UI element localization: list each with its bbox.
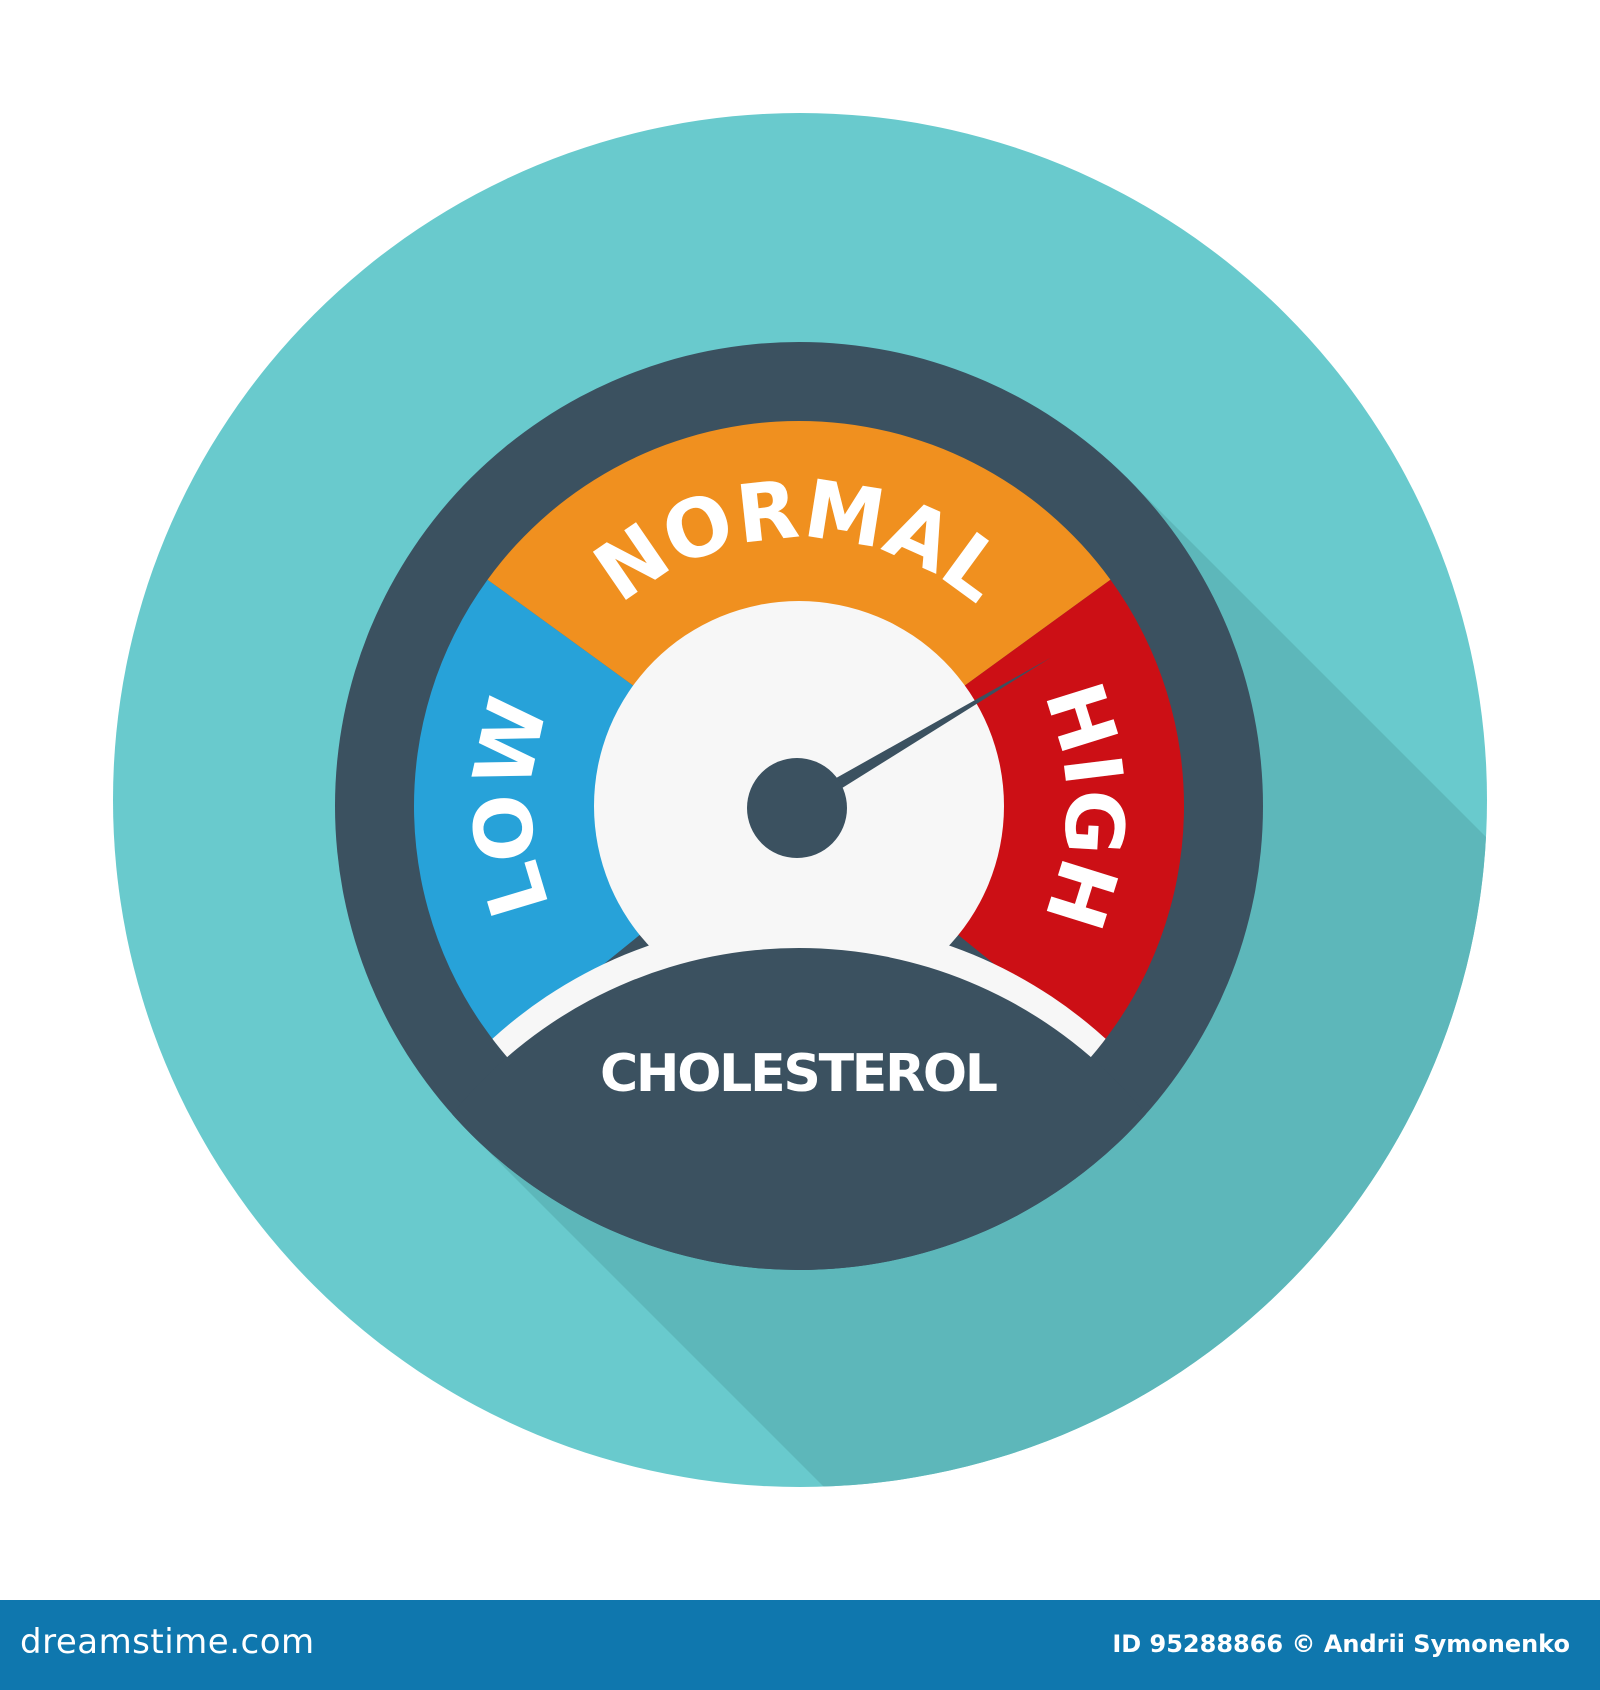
needle-hub xyxy=(747,758,847,858)
brand-logo[interactable]: dreamstime.com xyxy=(20,1622,315,1662)
gauge-needle xyxy=(793,657,1051,815)
segment-low xyxy=(413,579,683,1049)
title-cap xyxy=(354,948,1244,1270)
image-credit: ID 95288866 © Andrii Symonenko xyxy=(1112,1630,1570,1658)
cholesterol-gauge-illustration: LOW NORMAL HIGH CHOLESTEROL xyxy=(113,113,1487,1487)
segment-label-low: LOW xyxy=(456,689,568,927)
footer-bar: dreamstime.com ID 95288866 © Andrii Symo… xyxy=(0,1600,1600,1690)
gauge-title: CHOLESTEROL xyxy=(600,1044,998,1104)
segment-normal xyxy=(487,421,1111,718)
